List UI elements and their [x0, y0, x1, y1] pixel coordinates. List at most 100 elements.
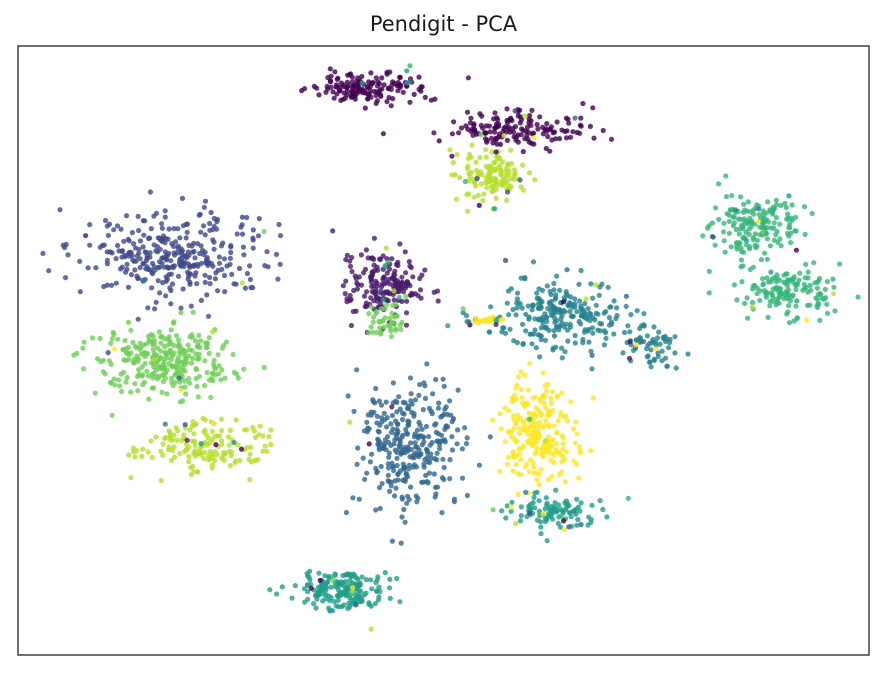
- data-point-class-7-2421: [225, 434, 232, 440]
- data-point-class-6-2130: [241, 366, 247, 372]
- data-point-class-7-2365: [484, 185, 490, 191]
- data-point-class-0-371: [343, 278, 349, 284]
- data-point-class-0-354: [380, 253, 386, 259]
- data-point-class-3-1295: [597, 328, 603, 334]
- data-point-class-3-1311: [588, 281, 594, 287]
- data-point-class-mixed-2823: [349, 589, 355, 595]
- data-point-class-2-1037: [368, 409, 374, 415]
- data-point-class-0-248: [472, 127, 478, 133]
- data-point-class-5-1908: [794, 315, 801, 321]
- data-point-class-6-2229: [159, 389, 165, 395]
- data-point-class-0-149: [366, 91, 372, 97]
- data-point-class-2-1087: [375, 428, 381, 434]
- data-point-class-6-1972: [177, 379, 183, 385]
- data-point-class-0-207: [449, 153, 455, 159]
- data-point-class-1-709: [149, 285, 155, 291]
- data-point-class-8-2764: [546, 424, 552, 430]
- data-point-class-mixed-2799: [493, 149, 499, 155]
- data-point-class-1-681: [175, 246, 181, 252]
- data-point-class-0-75: [422, 94, 428, 100]
- data-point-class-6-2232: [124, 350, 130, 356]
- data-point-class-5-1724: [773, 215, 780, 221]
- data-point-class-6-2252: [366, 330, 372, 336]
- data-point-class-6-2243: [368, 324, 374, 330]
- data-point-class-6-2208: [149, 385, 155, 391]
- data-point-class-5-1729: [738, 194, 744, 200]
- data-point-class-2-998: [391, 467, 397, 474]
- data-point-class-0-275: [502, 124, 509, 130]
- data-point-class-7-2522: [192, 448, 198, 454]
- data-point-class-8-2651: [554, 429, 560, 435]
- data-point-class-mixed-2810: [527, 416, 533, 422]
- data-point-class-2-904: [459, 475, 466, 481]
- data-point-class-mixed-2843: [756, 206, 762, 212]
- data-point-class-5-1748: [775, 239, 781, 245]
- data-point-class-7-2480: [169, 437, 175, 443]
- data-point-class-1-649: [168, 258, 174, 264]
- data-point-class-0-29: [359, 73, 365, 80]
- data-point-class-3-1228: [500, 325, 506, 331]
- data-point-class-6-2218: [107, 379, 114, 386]
- data-point-class-3-1184: [542, 337, 549, 343]
- data-point-class-3-1107: [460, 310, 466, 316]
- data-point-class-1-590: [111, 227, 117, 233]
- data-point-class-7-2355: [499, 159, 506, 165]
- data-point-class-5-1712: [733, 226, 739, 233]
- data-point-class-7-2386: [511, 176, 517, 182]
- data-point-class-0-112: [311, 83, 317, 89]
- data-point-class-6-2177: [122, 337, 128, 344]
- data-point-class-8-2749: [518, 471, 524, 477]
- data-point-class-5-1782: [761, 219, 767, 225]
- data-point-class-mixed-2852: [523, 489, 529, 495]
- data-point-class-0-241: [484, 137, 491, 143]
- data-point-class-6-2273: [399, 319, 405, 325]
- data-point-class-2-823: [390, 380, 396, 386]
- data-point-class-6-2158: [223, 339, 230, 345]
- data-point-class-5-1951: [784, 283, 791, 289]
- data-point-class-mixed-2901: [476, 202, 482, 208]
- data-point-class-2-848: [382, 441, 388, 447]
- data-point-class-6-2067: [192, 338, 199, 344]
- data-point-class-0-116: [341, 82, 347, 88]
- data-point-class-mixed-2892: [653, 346, 659, 352]
- data-point-class-1-487: [255, 233, 262, 239]
- data-point-class-3-1309: [551, 287, 557, 293]
- data-point-class-3-1378: [644, 346, 650, 352]
- data-point-class-3-1284: [562, 309, 568, 315]
- data-point-class-6-2053: [141, 379, 147, 385]
- data-point-class-5-1788: [737, 240, 743, 246]
- data-point-class-8-2602: [588, 448, 594, 454]
- data-point-class-2-818: [355, 445, 361, 451]
- data-point-class-0-40: [384, 99, 390, 105]
- data-point-class-3-1210: [551, 328, 557, 334]
- data-point-class-0-166: [451, 119, 457, 125]
- data-point-class-2-1004: [402, 400, 408, 406]
- data-point-class-mixed-2914: [383, 302, 389, 308]
- data-point-class-6-1975: [142, 360, 148, 366]
- data-point-class-3-1235: [554, 324, 560, 330]
- data-point-class-6-2205: [123, 357, 129, 363]
- data-point-class-2-1069: [397, 406, 403, 412]
- data-point-class-5-1809: [747, 215, 753, 221]
- data-point-class-2-926: [428, 451, 434, 457]
- data-point-class-5-1850: [757, 297, 763, 303]
- data-point-class-3-1175: [603, 335, 609, 341]
- data-point-class-0-239: [527, 112, 533, 119]
- data-point-class-8-2693: [564, 418, 571, 424]
- data-point-class-3-1308: [593, 310, 599, 316]
- data-point-class-3-1297: [502, 330, 509, 336]
- data-point-class-mixed-2869: [347, 573, 353, 579]
- data-point-class-3-1294: [599, 281, 605, 287]
- data-point-class-0-315: [403, 310, 410, 316]
- data-point-class-0-467: [404, 279, 410, 285]
- data-point-class-7-2514: [167, 432, 173, 438]
- data-point-class-1-586: [87, 222, 93, 228]
- data-point-class-0-193: [470, 132, 476, 138]
- data-point-class-1-760: [202, 279, 208, 285]
- data-point-class-3-1354: [659, 348, 665, 354]
- data-point-class-0-291: [526, 119, 532, 126]
- data-point-class-6-2179: [100, 357, 106, 363]
- data-point-class-8-2670: [527, 360, 533, 366]
- data-point-class-6-2047: [193, 367, 200, 373]
- data-point-class-5-1913: [822, 286, 828, 292]
